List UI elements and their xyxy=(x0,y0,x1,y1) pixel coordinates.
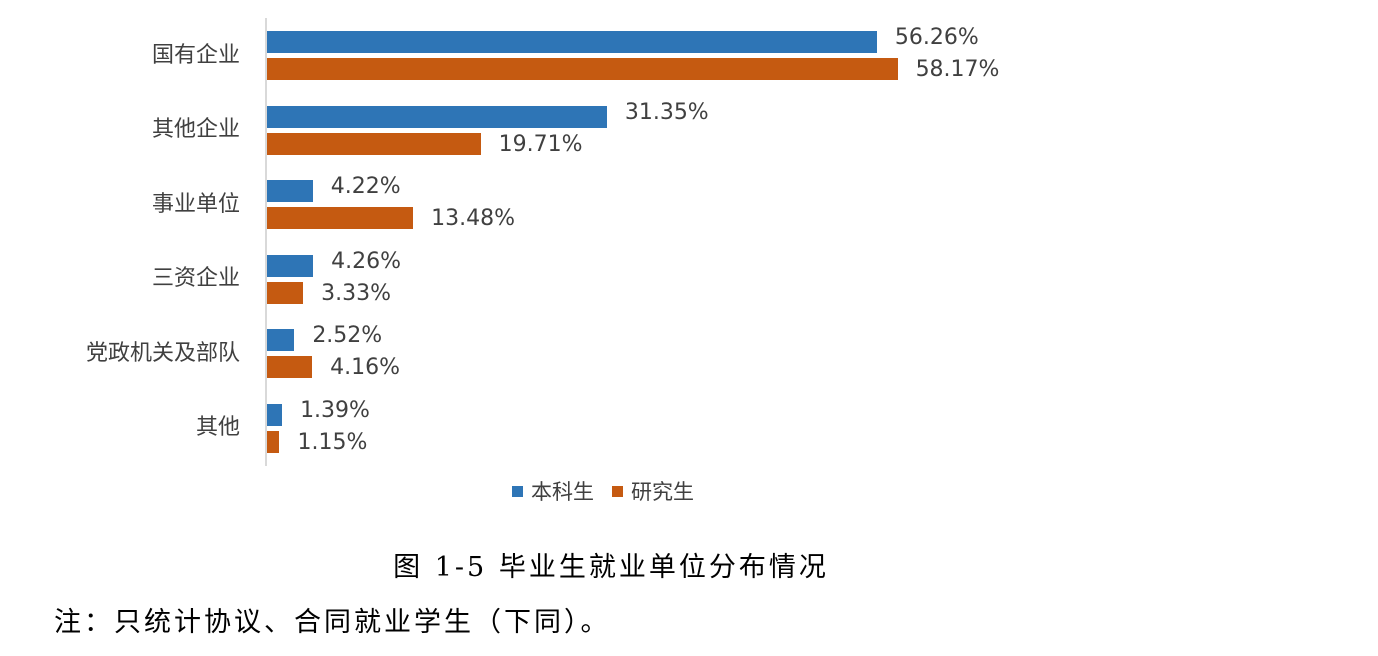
bar-graduate xyxy=(267,132,481,155)
data-label: 56.26% xyxy=(894,25,979,50)
legend-label-graduate: 研究生 xyxy=(631,480,694,504)
category-axis xyxy=(265,18,267,466)
data-label: 19.71% xyxy=(498,131,583,157)
legend-label-undergraduate: 本科生 xyxy=(531,480,594,504)
data-label: 13.48% xyxy=(431,206,515,231)
bar-undergraduate xyxy=(267,180,313,202)
bar-chart: 56.26% 58.17% 31.35% 19.71% 4.22% 13.48% 4.26%… xyxy=(85,18,1000,506)
category-label: 其他企业 xyxy=(151,117,240,142)
data-label: 3.33% xyxy=(321,280,391,306)
legend-item-undergraduate: 本科生 xyxy=(512,476,594,506)
bar-undergraduate xyxy=(267,403,283,426)
bar-graduate xyxy=(267,207,414,229)
category-label: 其他 xyxy=(195,415,240,440)
bar-graduate xyxy=(267,356,313,378)
data-label: 4.16% xyxy=(330,355,400,380)
category-label: 国有企业 xyxy=(151,42,240,68)
legend-swatch-undergraduate xyxy=(512,485,523,497)
bar-undergraduate xyxy=(267,254,314,277)
data-label: 1.15% xyxy=(297,429,368,455)
data-label: 31.35% xyxy=(624,99,709,125)
bar-graduate xyxy=(267,58,898,80)
bar-graduate xyxy=(267,430,280,453)
data-label: 1.39% xyxy=(300,397,370,423)
bar-graduate xyxy=(267,281,304,304)
data-label: 58.17% xyxy=(915,57,1000,82)
data-label: 4.22% xyxy=(330,174,401,199)
legend: 本科生 研究生 xyxy=(512,476,704,506)
category-label: 党政机关及部队 xyxy=(85,340,240,366)
category-label: 事业单位 xyxy=(151,191,240,217)
figure-caption: 图 1-5 毕业生就业单位分布情况 xyxy=(393,552,829,583)
legend-item-graduate: 研究生 xyxy=(612,476,694,506)
bar-undergraduate xyxy=(267,105,607,128)
footnote: 注：只统计协议、合同就业学生（下同）。 xyxy=(54,607,611,638)
bar-undergraduate xyxy=(267,329,295,351)
data-label: 2.52% xyxy=(312,323,383,348)
data-label: 4.26% xyxy=(331,248,402,274)
legend-swatch-graduate xyxy=(612,485,623,497)
category-label: 三资企业 xyxy=(151,266,240,291)
bar-undergraduate xyxy=(267,31,877,53)
